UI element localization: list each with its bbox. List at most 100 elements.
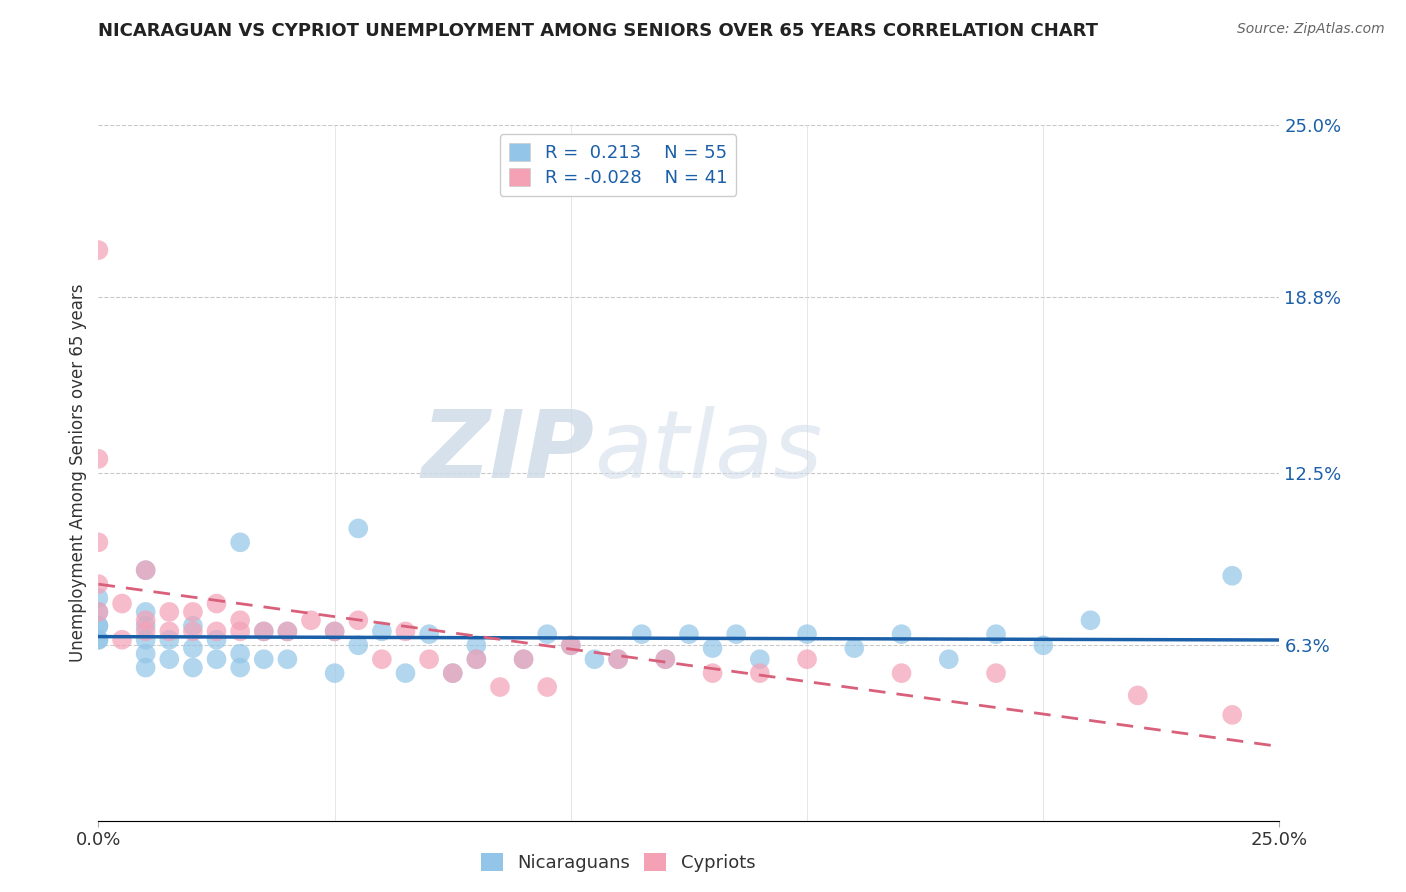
Point	[465, 638, 488, 652]
Point	[253, 624, 276, 639]
Point	[205, 632, 228, 647]
Point	[489, 680, 512, 694]
Point	[465, 652, 488, 666]
Point	[465, 652, 488, 666]
Point	[87, 632, 110, 647]
Y-axis label: Unemployment Among Seniors over 65 years: Unemployment Among Seniors over 65 years	[69, 284, 87, 662]
Point	[607, 652, 630, 666]
Point	[654, 652, 676, 666]
Point	[135, 647, 157, 661]
Point	[583, 652, 606, 666]
Point	[135, 632, 157, 647]
Point	[394, 666, 416, 681]
Point	[512, 652, 534, 666]
Point	[87, 535, 110, 549]
Point	[347, 613, 370, 627]
Point	[984, 627, 1007, 641]
Point	[157, 652, 180, 666]
Point	[157, 632, 180, 647]
Point	[796, 652, 818, 666]
Point	[157, 605, 180, 619]
Point	[371, 624, 394, 639]
Point	[748, 666, 770, 681]
Point	[229, 647, 252, 661]
Point	[135, 624, 157, 639]
Point	[560, 638, 582, 652]
Point	[135, 660, 157, 674]
Point	[87, 605, 110, 619]
Point	[1032, 638, 1054, 652]
Point	[87, 243, 110, 257]
Point	[111, 597, 134, 611]
Point	[181, 641, 204, 656]
Point	[607, 652, 630, 666]
Text: NICARAGUAN VS CYPRIOT UNEMPLOYMENT AMONG SENIORS OVER 65 YEARS CORRELATION CHART: NICARAGUAN VS CYPRIOT UNEMPLOYMENT AMONG…	[98, 22, 1098, 40]
Point	[87, 619, 110, 633]
Point	[1220, 568, 1243, 582]
Point	[276, 624, 298, 639]
Point	[87, 591, 110, 605]
Point	[135, 563, 157, 577]
Point	[536, 680, 558, 694]
Point	[157, 624, 180, 639]
Point	[135, 605, 157, 619]
Point	[229, 660, 252, 674]
Point	[371, 652, 394, 666]
Point	[418, 627, 440, 641]
Point	[323, 624, 346, 639]
Point	[229, 613, 252, 627]
Point	[1220, 707, 1243, 722]
Point	[253, 652, 276, 666]
Point	[796, 627, 818, 641]
Point	[181, 660, 204, 674]
Point	[87, 451, 110, 466]
Point	[702, 666, 724, 681]
Point	[87, 577, 110, 591]
Point	[253, 624, 276, 639]
Point	[441, 666, 464, 681]
Point	[394, 624, 416, 639]
Point	[323, 624, 346, 639]
Point	[87, 605, 110, 619]
Point	[938, 652, 960, 666]
Point	[1126, 689, 1149, 703]
Point	[181, 619, 204, 633]
Point	[347, 638, 370, 652]
Text: atlas: atlas	[595, 407, 823, 498]
Point	[87, 632, 110, 647]
Point	[205, 624, 228, 639]
Point	[678, 627, 700, 641]
Point	[748, 652, 770, 666]
Point	[229, 535, 252, 549]
Point	[890, 666, 912, 681]
Point	[654, 652, 676, 666]
Text: ZIP: ZIP	[422, 406, 595, 498]
Point	[135, 563, 157, 577]
Point	[205, 652, 228, 666]
Point	[512, 652, 534, 666]
Point	[181, 605, 204, 619]
Point	[347, 521, 370, 535]
Text: Source: ZipAtlas.com: Source: ZipAtlas.com	[1237, 22, 1385, 37]
Point	[135, 619, 157, 633]
Point	[890, 627, 912, 641]
Legend: Nicaraguans, Cypriots: Nicaraguans, Cypriots	[472, 844, 765, 881]
Point	[323, 666, 346, 681]
Point	[229, 624, 252, 639]
Point	[87, 619, 110, 633]
Point	[276, 652, 298, 666]
Point	[725, 627, 748, 641]
Point	[702, 641, 724, 656]
Point	[418, 652, 440, 666]
Point	[181, 624, 204, 639]
Point	[630, 627, 652, 641]
Point	[441, 666, 464, 681]
Point	[135, 613, 157, 627]
Point	[299, 613, 322, 627]
Point	[984, 666, 1007, 681]
Point	[536, 627, 558, 641]
Point	[844, 641, 866, 656]
Point	[560, 638, 582, 652]
Point	[111, 632, 134, 647]
Point	[205, 597, 228, 611]
